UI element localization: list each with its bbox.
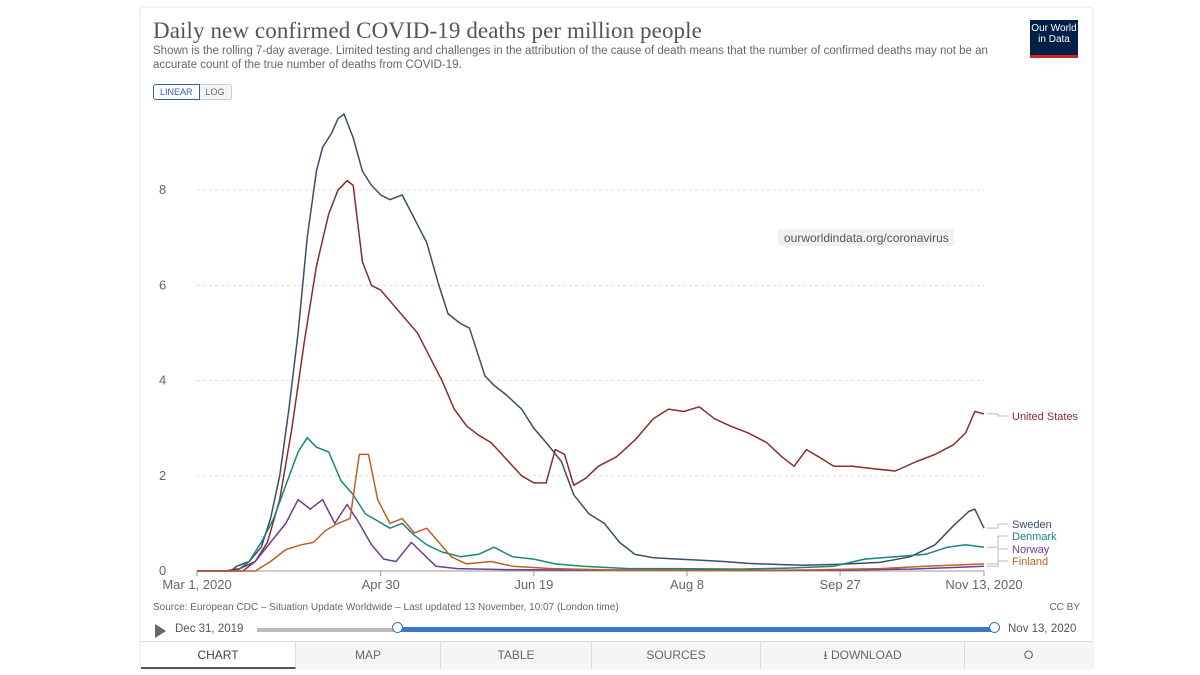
legend-connector	[987, 560, 1008, 565]
chart-title: Daily new confirmed COVID-19 deaths per …	[153, 18, 702, 43]
legend-connector	[987, 523, 1008, 529]
timeline-end-handle[interactable]	[989, 622, 1000, 633]
source-note: Source: European CDC – Situation Update …	[153, 602, 619, 613]
tab-bar: CHART MAP TABLE SOURCES ⭳ DOWNLOAD ⭘	[141, 641, 1092, 669]
series-line-denmark[interactable]	[197, 436, 985, 572]
series-label[interactable]: Denmark	[1012, 531, 1057, 543]
play-icon[interactable]	[155, 624, 166, 638]
log-scale-button[interactable]: LOG	[199, 84, 232, 100]
linear-scale-button[interactable]: LINEAR	[153, 84, 200, 100]
timeline-selected-range	[398, 627, 994, 632]
x-tick-label: Apr 30	[362, 577, 400, 592]
x-tick-label: Aug 8	[670, 577, 704, 592]
tab-sources[interactable]: SOURCES	[592, 642, 761, 669]
timeline-start-label: Dec 31, 2019	[175, 623, 244, 635]
chart-card: Daily new confirmed COVID-19 deaths per …	[141, 8, 1092, 669]
x-tick-label: Jun 19	[514, 577, 553, 592]
y-tick-label: 0	[159, 563, 166, 578]
y-tick-label: 4	[159, 373, 166, 388]
logo-accent-bar	[1030, 55, 1078, 58]
x-tick-label: Nov 13, 2020	[945, 577, 1022, 592]
scale-toggle: LINEAR LOG	[153, 84, 232, 100]
tab-chart[interactable]: CHART	[141, 642, 296, 669]
watermark: ourworldindata.org/coronavirus	[778, 229, 954, 246]
series-label[interactable]: Sweden	[1012, 519, 1052, 531]
chart-subtitle: Shown is the rolling 7-day average. Limi…	[153, 45, 988, 71]
legend-connector	[987, 548, 1008, 567]
tab-map[interactable]: MAP	[296, 642, 441, 669]
license-link[interactable]: CC BY	[1049, 602, 1080, 613]
series-line-norway[interactable]	[197, 498, 985, 572]
download-icon: ⭳	[823, 648, 831, 662]
timeline: Dec 31, 2019 Nov 13, 2020	[141, 620, 1092, 642]
series-line-finland[interactable]	[197, 453, 985, 572]
legend-connector	[987, 413, 1008, 417]
legend-connector	[987, 535, 1008, 548]
series-line-united-states[interactable]	[197, 179, 985, 572]
logo-text-line2: in Data	[1038, 34, 1070, 45]
tab-download[interactable]: ⭳ DOWNLOAD	[761, 642, 965, 669]
y-tick-label: 6	[159, 277, 166, 292]
y-tick-label: 8	[159, 182, 166, 197]
line-chart: 0 2 4 6 8 Mar 1, 2020 Apr 30 Jun 19 Aug 8 Sep 27 N…	[159, 113, 1079, 592]
x-tick-label: Mar 1, 2020	[162, 577, 231, 592]
series-line-sweden[interactable]	[197, 113, 985, 572]
owid-logo[interactable]: Our World in Data	[1030, 20, 1078, 58]
tab-share[interactable]: ⭘	[965, 642, 1092, 669]
timeline-start-handle[interactable]	[392, 622, 403, 633]
timeline-end-label: Nov 13, 2020	[1008, 623, 1077, 635]
y-tick-label: 2	[159, 468, 166, 483]
download-label: DOWNLOAD	[830, 648, 902, 662]
series-label[interactable]: Norway	[1012, 544, 1050, 556]
tab-table[interactable]: TABLE	[441, 642, 592, 669]
watermark-text: ourworldindata.org/coronavirus	[784, 231, 949, 245]
x-tick-label: Sep 27	[819, 577, 860, 592]
series-label[interactable]: Finland	[1012, 556, 1048, 568]
share-icon: ⭘	[1023, 648, 1034, 662]
series-label[interactable]: United States	[1012, 411, 1079, 423]
logo-text-line1: Our World	[1031, 23, 1077, 34]
